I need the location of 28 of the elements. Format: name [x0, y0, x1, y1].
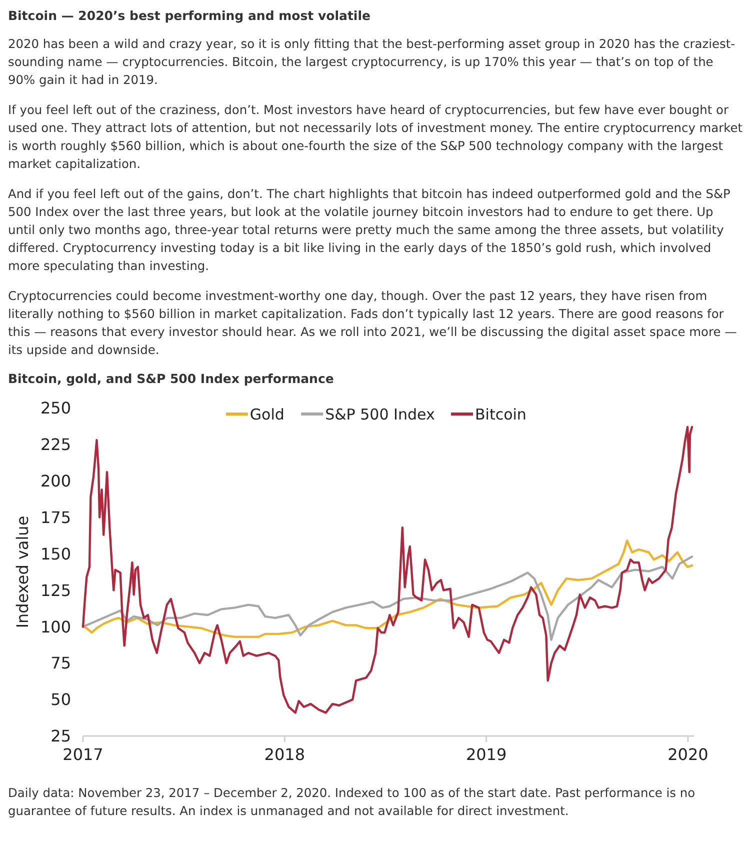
text: If you feel left out of the craziness, don’t. Most investors have heard of cryptocurrencies, but few have ever bought or used one. They attract lots of attention, but not necessarily lots of investment money. The entire cryptocurrency market is worth roughly $560 billion, which is about one-fourth the size of the S&P 500 technology company with the largest market capitalization.	[8, 102, 744, 173]
x-tick-label: 2018	[264, 745, 306, 764]
text: Daily data: November 23, 2017 – December 2, 2020. Indexed to 100 as of the start date. Past performance is no guarantee of future results. An index is unmanaged and not available for direct investment.	[8, 785, 696, 820]
x-tick-label: 2020	[668, 745, 708, 764]
y-axis-title: Indexed value	[13, 516, 32, 628]
line-series	[82, 556, 694, 641]
line-series	[82, 540, 694, 638]
chart-title: Bitcoin — 2020’s best performing and most volatile	[8, 8, 372, 23]
y-tick-label: 100	[40, 617, 71, 636]
y-tick-label: 25	[50, 726, 71, 746]
legend-label: Gold	[250, 405, 284, 424]
x-tick-label: 2017	[62, 745, 104, 764]
text: Cryptocurrencies could become investment-worthy one day, though. Over the past 12 years, they have risen from literally nothing to $560 billion in market capitalization. Fads don’t typically last 12 years. There are good reasons for this — reasons that every investor should hear. As we roll into 2021, we’ll be discussing the digital asset space more — its upside and downside.	[8, 288, 738, 359]
chart-subtitle: Bitcoin, gold, and S&P 500 Index performance	[8, 371, 335, 386]
y-tick-label: 200	[40, 471, 71, 490]
x-tick-label: 2019	[466, 745, 507, 764]
y-tick-label: 125	[40, 580, 71, 600]
legend-label: S&P 500 Index	[325, 405, 435, 424]
line-series	[82, 426, 694, 714]
text: And if you feel left out of the gains, don’t. The chart highlights that bitcoin has indeed outperformed gold and the S&P 500 Index over the last three years, but look at the volatile journey bitcoin investors had to endure to get there. Up until only two months ago, three-year total returns were pretty much the same among the three assets, but volatility differed. Cryptocurrency investing today is a bit like living in the early days of the 1850’s gold rush, which involved more speculating than investing.	[8, 186, 732, 275]
y-tick-label: 175	[40, 508, 71, 527]
y-tick-label: 75	[50, 654, 71, 673]
legend-label: Bitcoin	[475, 405, 526, 424]
y-tick-label: 225	[40, 435, 71, 454]
y-tick-label: 150	[40, 544, 71, 564]
text: 2020 has been a wild and crazy year, so it is only fitting that the best-performing asset group in 2020 has the craziest-sounding name — cryptocurrencies. Bitcoin, the largest cryptocurrency, is up 170% this year — that’s on top of the 90% gain it had in 2019.	[8, 36, 736, 89]
y-tick-label: 50	[50, 690, 71, 710]
y-tick-label: 250	[40, 398, 71, 418]
